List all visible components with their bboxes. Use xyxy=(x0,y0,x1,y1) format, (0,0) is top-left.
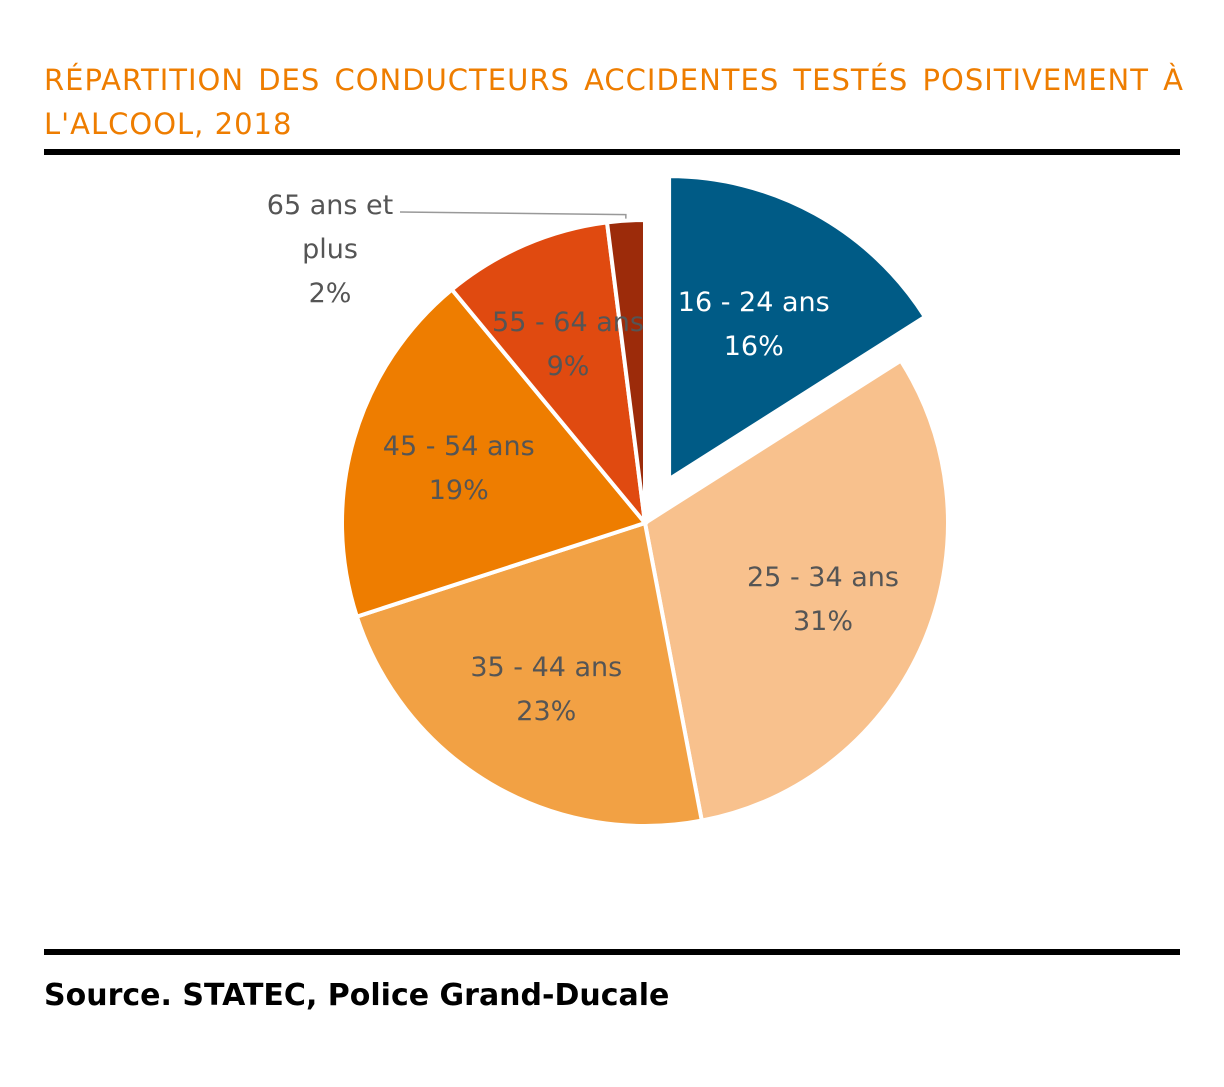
pie-slice xyxy=(354,520,705,828)
value-label: 9% xyxy=(546,351,590,383)
source-note: Source. STATEC, Police Grand-Ducale xyxy=(44,978,670,1013)
slice-label: 25 - 34 ans xyxy=(747,562,899,593)
pie-slice xyxy=(340,286,649,620)
leader-line xyxy=(399,211,627,219)
pie-slice xyxy=(604,217,647,524)
chart-title: RÉPARTITION DES CONDUCTEURS ACCIDENTES T… xyxy=(44,63,1184,141)
slice-label: 65 ans et plus xyxy=(266,190,394,265)
source-rule xyxy=(44,949,1180,955)
slice-label: 55 - 64 ans xyxy=(492,307,644,339)
value-label: 23% xyxy=(516,695,577,727)
value-label: 2% xyxy=(308,278,352,309)
value-label: 31% xyxy=(792,606,853,637)
title-rule xyxy=(44,149,1180,155)
slice-label: 16 - 24 ans xyxy=(677,287,830,319)
pie-slice xyxy=(642,357,950,823)
slice-label: 35 - 44 ans xyxy=(470,651,623,683)
slice-label: 45 - 54 ans xyxy=(382,430,535,462)
pie-slice xyxy=(667,174,928,483)
value-label: 19% xyxy=(428,474,489,506)
value-label: 16% xyxy=(723,331,784,363)
pie-slice xyxy=(449,220,648,530)
